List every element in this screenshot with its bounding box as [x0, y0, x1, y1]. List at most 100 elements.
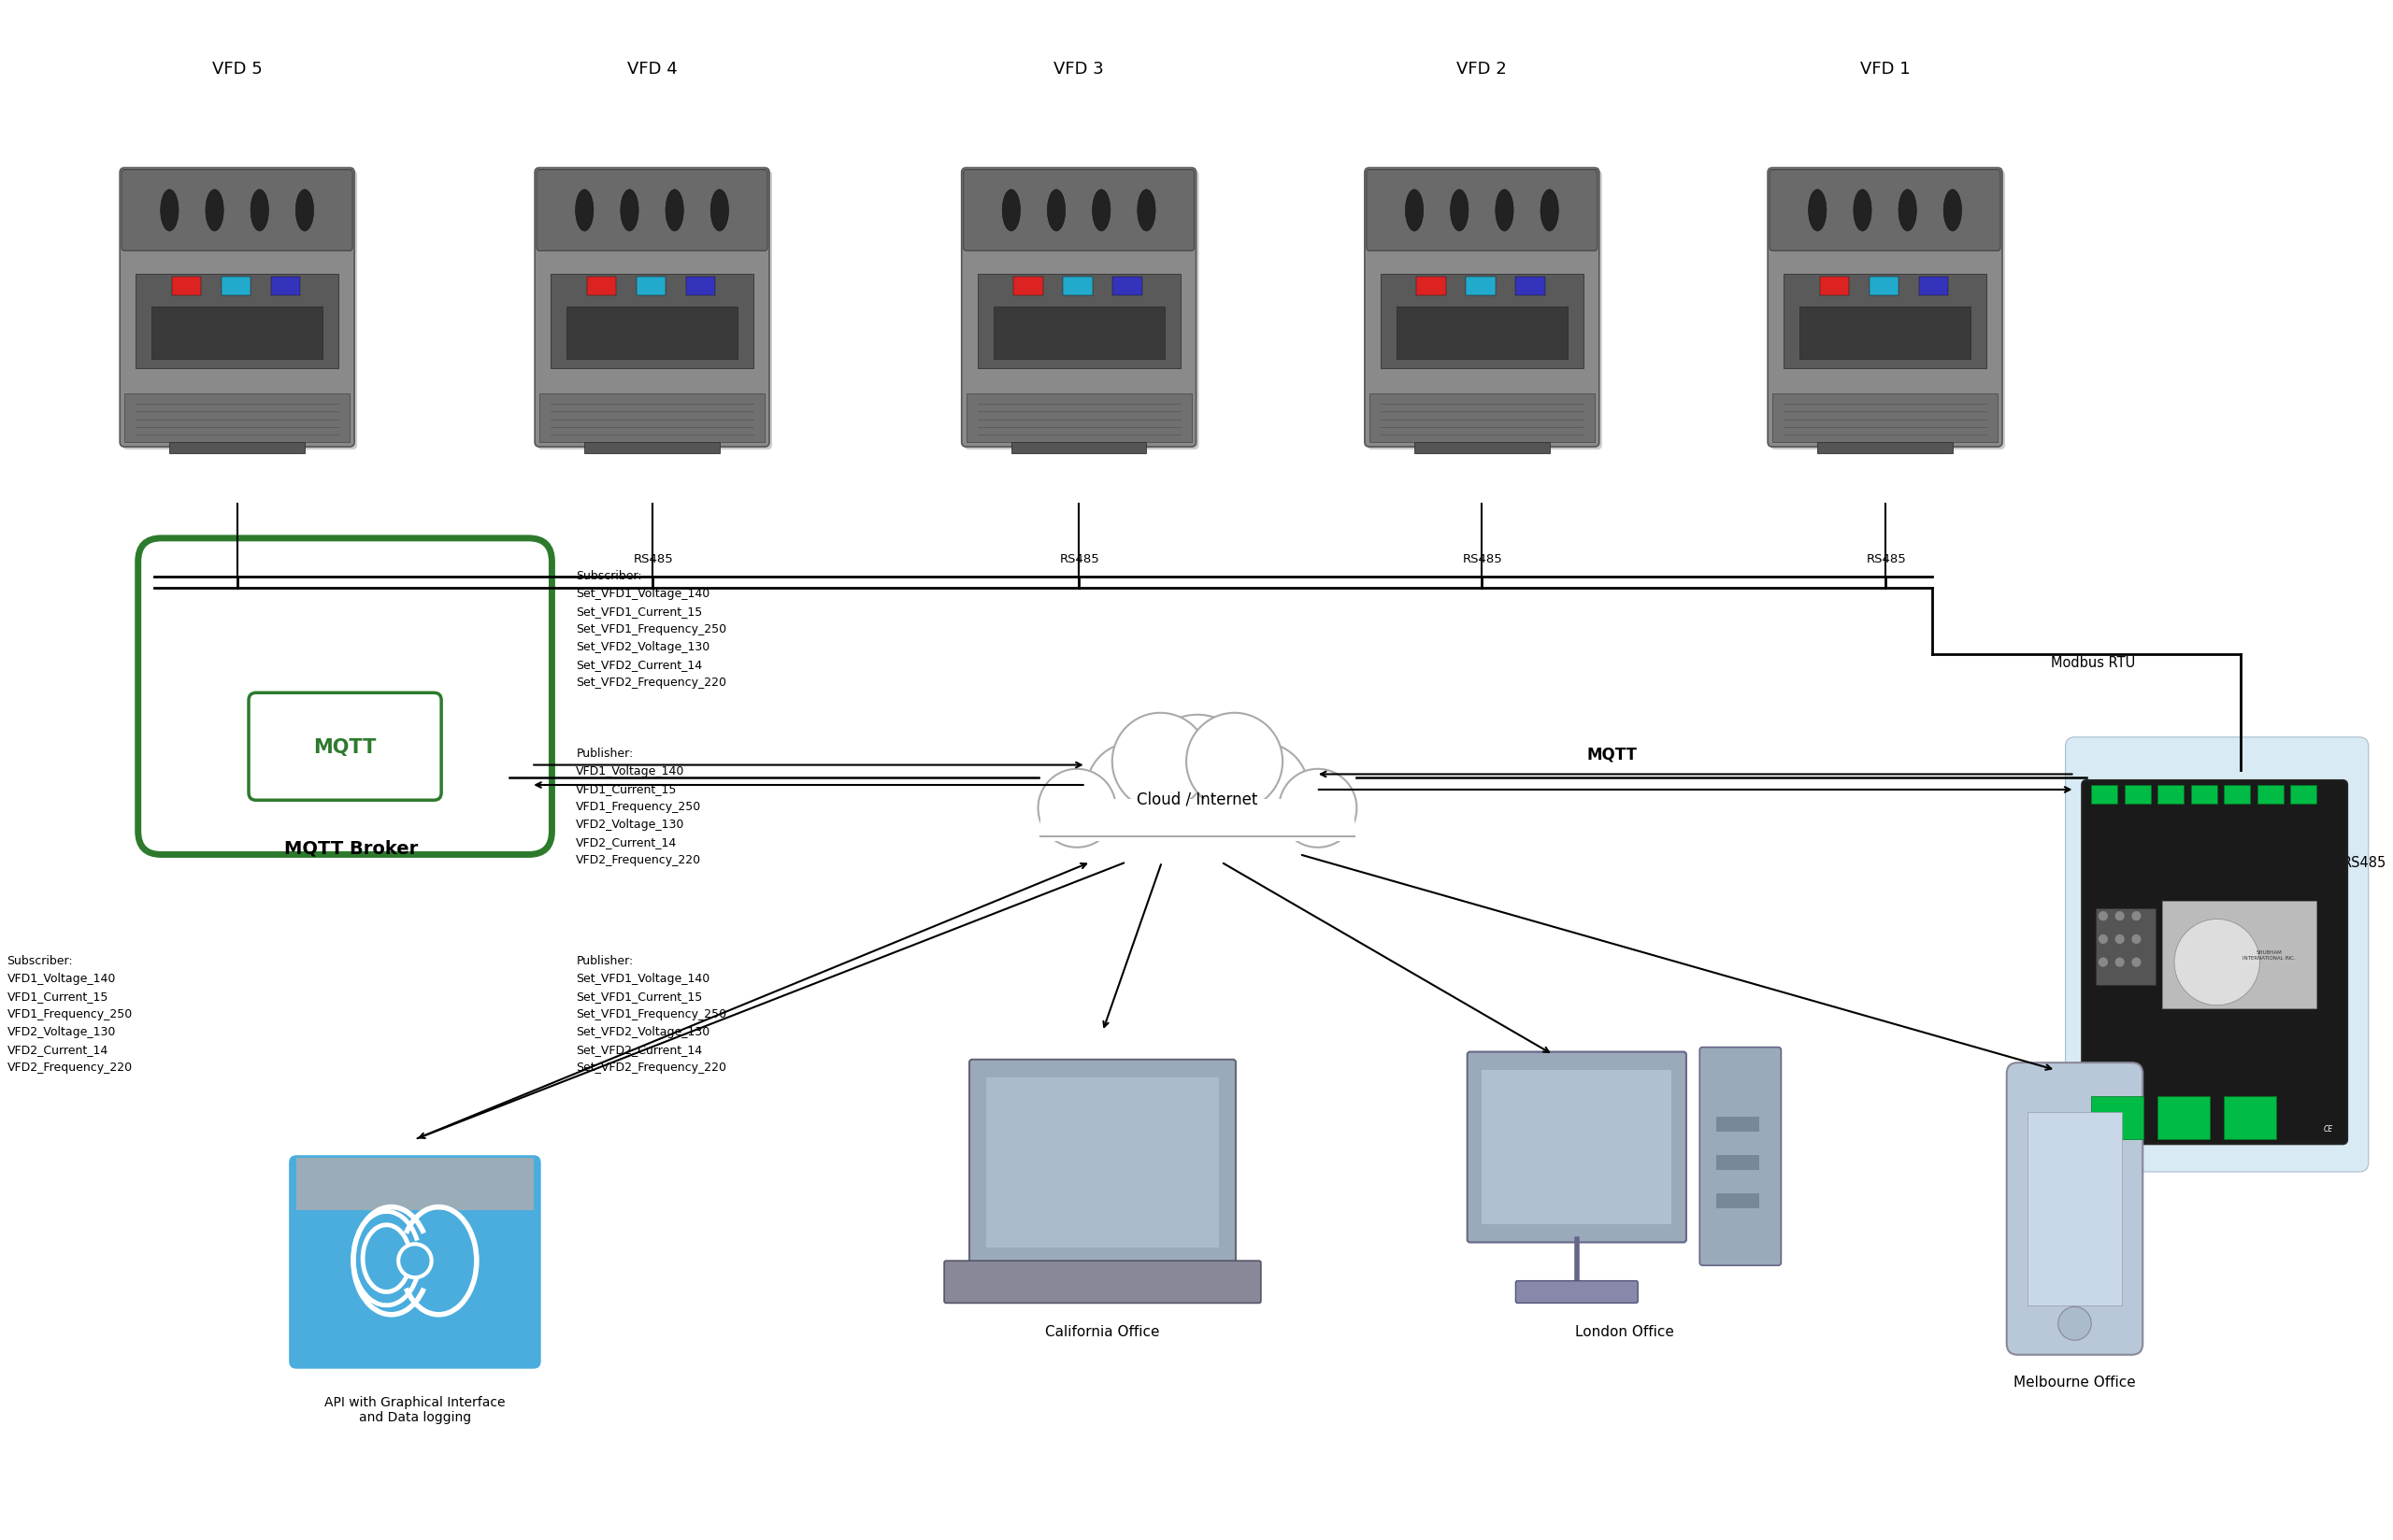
Text: Subscriber:
Set_VFD1_Voltage_140
Set_VFD1_Current_15
Set_VFD1_Frequency_250
Set_: Subscriber: Set_VFD1_Voltage_140 Set_VFD…	[577, 570, 727, 688]
Text: RS485: RS485	[2343, 855, 2386, 870]
Bar	[2163, 901, 2316, 1009]
Bar	[584, 442, 720, 453]
FancyBboxPatch shape	[122, 171, 357, 450]
Bar	[637, 277, 665, 296]
Text: Publisher:
VFD1_Voltage_140
VFD1_Current_15
VFD1_Frequency_250
VFD2_Voltage_130
: Publisher: VFD1_Voltage_140 VFD1_Current…	[577, 747, 701, 865]
Bar	[124, 394, 349, 442]
Ellipse shape	[574, 191, 593, 231]
Bar	[1369, 394, 1594, 442]
Bar	[1041, 799, 1354, 841]
Text: VFD 5: VFD 5	[213, 62, 263, 77]
FancyBboxPatch shape	[2065, 738, 2369, 1172]
Bar	[1919, 277, 1948, 296]
Text: MQTT Broker: MQTT Broker	[285, 839, 419, 858]
Text: VFD 4: VFD 4	[627, 62, 677, 77]
Bar	[1398, 308, 1567, 359]
Bar	[1716, 1194, 1759, 1209]
Bar	[136, 274, 337, 368]
Circle shape	[2132, 935, 2142, 944]
Text: RS485: RS485	[1462, 553, 1503, 565]
Ellipse shape	[1091, 191, 1110, 231]
Ellipse shape	[1003, 191, 1019, 231]
Bar	[1012, 442, 1146, 453]
Bar	[2192, 785, 2216, 804]
Circle shape	[2132, 958, 2142, 967]
Circle shape	[1141, 715, 1254, 827]
Bar	[2027, 1112, 2123, 1306]
FancyBboxPatch shape	[2082, 781, 2348, 1144]
Bar	[2223, 785, 2249, 804]
Bar	[1773, 394, 1998, 442]
Text: VFD 2: VFD 2	[1457, 62, 1508, 77]
Bar	[1381, 274, 1584, 368]
Circle shape	[2099, 935, 2108, 944]
FancyBboxPatch shape	[964, 171, 1199, 450]
Bar	[1869, 277, 1898, 296]
Ellipse shape	[1496, 191, 1512, 231]
Bar	[1481, 1070, 1673, 1224]
Bar	[2223, 1096, 2276, 1140]
Bar	[151, 308, 323, 359]
Circle shape	[2115, 958, 2125, 967]
Bar	[220, 277, 251, 296]
Bar	[172, 277, 201, 296]
FancyBboxPatch shape	[139, 539, 553, 855]
FancyBboxPatch shape	[249, 693, 440, 801]
FancyBboxPatch shape	[1467, 1052, 1687, 1243]
Bar	[2091, 785, 2118, 804]
Bar	[967, 394, 1192, 442]
FancyBboxPatch shape	[1768, 168, 2003, 448]
Circle shape	[2058, 1307, 2091, 1340]
Ellipse shape	[1405, 191, 1424, 231]
Bar	[538, 394, 766, 442]
FancyBboxPatch shape	[945, 1261, 1261, 1303]
Bar	[1716, 1155, 1759, 1170]
Text: Subscriber:
VFD1_Voltage_140
VFD1_Current_15
VFD1_Frequency_250
VFD2_Voltage_130: Subscriber: VFD1_Voltage_140 VFD1_Curren…	[7, 955, 132, 1073]
Bar	[567, 308, 737, 359]
Bar	[586, 277, 615, 296]
Bar	[1015, 277, 1043, 296]
Text: Melbourne Office: Melbourne Office	[2013, 1375, 2137, 1389]
FancyBboxPatch shape	[122, 171, 352, 251]
Bar	[2091, 1096, 2144, 1140]
Circle shape	[2115, 912, 2125, 921]
Bar	[170, 442, 304, 453]
Circle shape	[1039, 770, 1115, 849]
Bar	[976, 274, 1180, 368]
Bar	[270, 277, 299, 296]
Text: MQTT: MQTT	[313, 738, 376, 756]
Text: RS485: RS485	[634, 553, 672, 565]
Circle shape	[1278, 770, 1357, 849]
Circle shape	[1086, 744, 1180, 836]
FancyBboxPatch shape	[1699, 1047, 1780, 1266]
Bar	[986, 1078, 1218, 1247]
Ellipse shape	[1898, 191, 1917, 231]
Circle shape	[2099, 912, 2108, 921]
Text: London Office: London Office	[1575, 1324, 1673, 1338]
FancyBboxPatch shape	[964, 171, 1194, 251]
Bar	[1041, 767, 1354, 841]
Bar	[687, 277, 716, 296]
Bar	[1414, 442, 1551, 453]
Circle shape	[1216, 744, 1309, 836]
FancyBboxPatch shape	[1768, 171, 2001, 251]
Text: RS485: RS485	[218, 553, 258, 565]
Ellipse shape	[206, 191, 223, 231]
Text: Publisher:
Set_VFD1_Voltage_140
Set_VFD1_Current_15
Set_VFD1_Frequency_250
Set_V: Publisher: Set_VFD1_Voltage_140 Set_VFD1…	[577, 955, 727, 1073]
Text: Modbus RTU: Modbus RTU	[2051, 656, 2135, 670]
Bar	[2096, 909, 2156, 986]
Text: RS485: RS485	[1867, 553, 1905, 565]
FancyBboxPatch shape	[1364, 168, 1599, 448]
Text: SHUBHAM
INTERNATIONAL INC.: SHUBHAM INTERNATIONAL INC.	[2242, 950, 2295, 959]
Text: VFD 3: VFD 3	[1053, 62, 1103, 77]
FancyBboxPatch shape	[1515, 1281, 1637, 1303]
FancyBboxPatch shape	[120, 168, 354, 448]
Circle shape	[2115, 935, 2125, 944]
Bar	[1819, 277, 1850, 296]
Text: API with Graphical Interface
and Data logging: API with Graphical Interface and Data lo…	[325, 1395, 505, 1423]
Bar	[2290, 785, 2316, 804]
Circle shape	[1187, 713, 1283, 810]
Bar	[1716, 1116, 1759, 1132]
Ellipse shape	[1809, 191, 1826, 231]
Ellipse shape	[1943, 191, 1962, 231]
